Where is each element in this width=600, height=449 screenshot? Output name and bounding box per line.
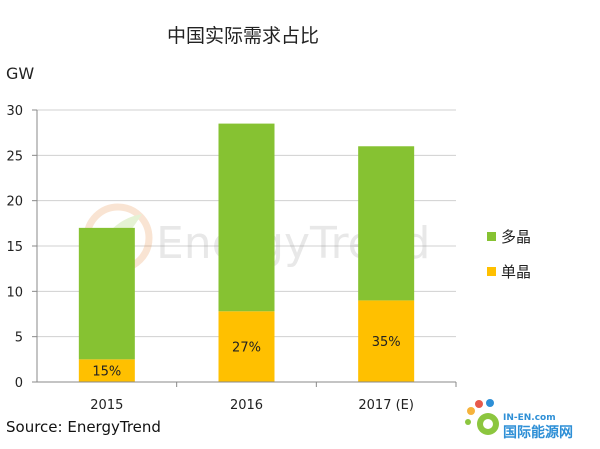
bar-monocrystalline — [218, 311, 275, 382]
y-tick-label: 25 — [6, 149, 23, 164]
y-tick-label: 10 — [6, 285, 23, 300]
legend-item-monocrystalline: 单晶 — [487, 263, 531, 281]
y-tick-label: 5 — [15, 331, 23, 346]
legend-swatch-monocrystalline — [487, 267, 496, 276]
x-axis-categories: 2015 2016 2017 (E) — [90, 382, 457, 413]
bar-labels: 15% 27% 35% — [92, 335, 400, 379]
source-text: Source: EnergyTrend — [6, 418, 161, 436]
y-axis-unit-label: GW — [6, 64, 34, 83]
bar-polycrystalline — [218, 123, 275, 312]
bar-data-label: 15% — [92, 365, 121, 380]
bar-data-label: 35% — [372, 335, 401, 350]
sun-flower-icon — [465, 399, 499, 435]
bar-polycrystalline — [78, 227, 135, 360]
axes — [36, 110, 456, 383]
bar-monocrystalline — [358, 300, 415, 382]
y-tick-label: 20 — [6, 195, 23, 210]
x-category-label: 2016 — [230, 398, 263, 413]
y-tick-label: 0 — [15, 376, 23, 391]
legend-label-polycrystalline: 多晶 — [501, 228, 531, 246]
in-en-logo: IN-EN.com 国际能源网 — [465, 399, 573, 441]
x-category-label: 2015 — [90, 398, 123, 413]
legend-label-monocrystalline: 单晶 — [501, 263, 531, 281]
bar-polycrystalline — [358, 146, 415, 301]
bars — [78, 123, 415, 382]
logo-text: IN-EN.com — [503, 413, 556, 423]
chart-title: 中国实际需求占比 — [167, 25, 319, 47]
x-category-label: 2017 (E) — [358, 398, 414, 413]
legend-item-polycrystalline: 多晶 — [487, 228, 531, 246]
y-tick-label: 15 — [6, 240, 23, 255]
bar-data-label: 27% — [232, 341, 261, 356]
logo-subtext: 国际能源网 — [503, 424, 573, 441]
y-tick-label: 30 — [6, 104, 23, 119]
y-axis-ticks: 0 5 10 15 20 25 30 — [6, 104, 37, 391]
legend: 多晶 单晶 — [487, 228, 531, 281]
bar-monocrystalline — [78, 359, 135, 382]
legend-swatch-polycrystalline — [487, 232, 496, 241]
